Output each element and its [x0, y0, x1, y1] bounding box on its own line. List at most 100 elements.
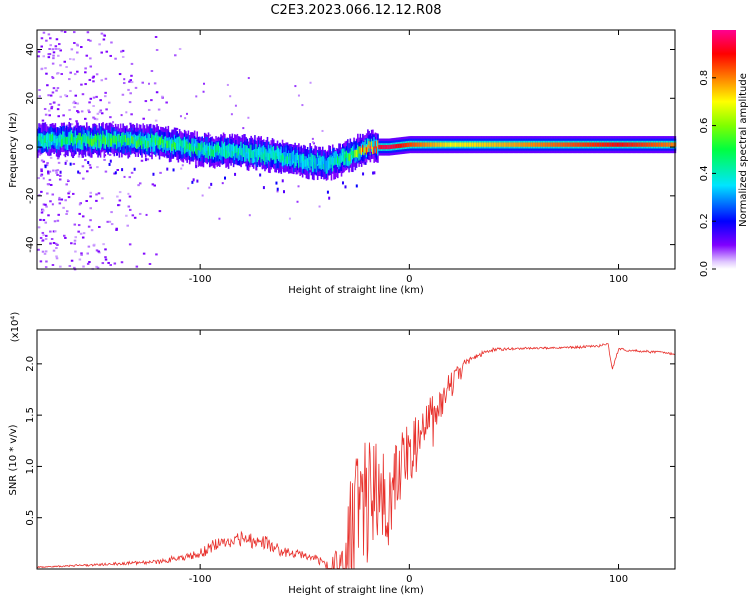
spectrogram-speckle — [101, 197, 104, 200]
spectrogram-cell — [482, 142, 485, 147]
y-tick-label: 1.5 — [25, 407, 36, 423]
spectrogram-speckle — [54, 45, 58, 48]
spectrogram-speckle — [89, 39, 92, 42]
spectrogram-speckle — [45, 234, 48, 237]
spectrogram-cell — [360, 147, 363, 155]
spectrogram-speckle — [54, 47, 58, 50]
spectrogram-cell — [211, 141, 214, 155]
spectrogram-speckle — [123, 78, 126, 81]
spectrogram-cell — [314, 156, 316, 165]
spectrogram-cell — [344, 154, 347, 162]
spectrogram-cell — [531, 142, 534, 147]
spectrogram-cell — [244, 148, 246, 162]
spectrogram-cell — [581, 142, 584, 147]
spectrogram-cell — [404, 143, 407, 148]
spectrogram-cell — [60, 139, 63, 147]
spectrogram-cell — [126, 131, 128, 145]
spectrogram-cell — [590, 142, 593, 147]
spectrogram-cell — [503, 142, 506, 147]
spectrogram-speckle — [118, 199, 122, 202]
spectrogram-cell — [572, 142, 575, 147]
spectrogram-cell — [74, 133, 77, 142]
spectrogram-cell — [82, 134, 84, 142]
spectrogram-cell — [99, 133, 102, 142]
spectrogram-speckle — [105, 50, 109, 53]
spectrogram-cell — [79, 132, 82, 141]
spectrogram-cell — [466, 142, 468, 147]
spectrogram-speckle — [247, 77, 250, 80]
spectrogram-speckle — [67, 196, 71, 199]
spectrogram-cell — [626, 142, 629, 147]
spectrogram-cell — [650, 142, 653, 147]
colorbar-tick-label: 0.0 — [699, 261, 710, 277]
spectrogram-cell — [291, 151, 294, 160]
spectrogram-speckle — [155, 48, 159, 51]
spectrogram-speckle — [63, 60, 67, 63]
spectrogram-cell — [402, 143, 404, 148]
spectrogram-speckle — [42, 31, 46, 34]
spectrogram-speckle — [56, 219, 60, 222]
spectrogram-speckle — [89, 57, 92, 60]
spectrogram-speckle — [45, 72, 48, 75]
spectrogram-speckle — [89, 166, 92, 169]
spectrogram-speckle — [56, 87, 60, 90]
spectrogram-speckle — [44, 113, 48, 116]
y-tick-label: 2.0 — [25, 356, 36, 372]
spectrogram-speckle — [40, 159, 44, 162]
spectrogram-cell — [48, 135, 50, 143]
spectrogram-cell — [319, 160, 321, 169]
spectrogram-cell — [313, 158, 315, 172]
spectrogram-speckle — [49, 200, 52, 203]
y-tick-label: 0.5 — [25, 510, 36, 526]
spectrogram-speckle — [59, 95, 62, 98]
spectrogram-cell — [367, 138, 369, 152]
spectrogram-cell — [350, 150, 353, 164]
spectrogram-cell — [492, 142, 495, 147]
spectrogram-cell — [459, 142, 462, 147]
spectrogram-speckle — [56, 72, 59, 75]
spectrogram-speckle — [87, 245, 91, 248]
spectrogram-speckle — [74, 250, 77, 253]
spectrogram-cell — [453, 142, 456, 147]
spectrogram-speckle — [142, 252, 146, 255]
snr-x-label: Height of straight line (km) — [288, 585, 424, 596]
spectrogram-speckle — [141, 81, 145, 84]
spectrogram-cell — [521, 142, 524, 147]
spectrogram-speckle — [42, 209, 45, 212]
spectrogram-cell — [418, 142, 421, 147]
spectrogram-cell — [195, 165, 198, 169]
spectrogram-cell — [490, 142, 492, 147]
spectrogram-speckle — [85, 54, 89, 57]
spectrogram-cell — [92, 138, 94, 147]
spectrogram-cell — [280, 155, 283, 163]
spectrogram-cell — [103, 134, 106, 142]
spectrogram-speckle — [130, 81, 134, 84]
y-tick-label: 20 — [25, 92, 36, 105]
spectrogram-cell — [535, 142, 537, 147]
spectrogram-cell — [437, 142, 439, 147]
spectrogram-cell — [133, 137, 136, 145]
spectrogram-cell — [284, 151, 286, 160]
spectrogram-cell — [496, 142, 498, 147]
spectrogram-cell — [63, 135, 65, 143]
spectrogram-cell — [276, 148, 279, 157]
x-tick-label: 100 — [609, 574, 628, 585]
spectrogram-cell — [657, 142, 659, 147]
spectrogram-cell — [589, 142, 591, 147]
spectrogram-cell — [308, 154, 310, 162]
spectrogram-cell — [339, 154, 342, 162]
spectrogram-cell — [183, 136, 186, 150]
spectrogram-cell — [556, 142, 559, 147]
spectrogram-speckle — [218, 217, 221, 220]
spectrogram-cell — [364, 161, 367, 165]
spectrogram-speckle — [187, 187, 190, 190]
spectrogram-speckle — [65, 159, 69, 162]
snr-y-multiplier: (x10⁴) — [10, 312, 21, 343]
spectrogram-cell — [132, 136, 134, 145]
spectrogram-cell — [158, 137, 161, 145]
spectrogram-cell — [94, 134, 97, 142]
spectrogram-speckle — [46, 183, 50, 186]
spectrogram-cell — [146, 139, 148, 147]
spectrogram-speckle — [76, 110, 79, 113]
